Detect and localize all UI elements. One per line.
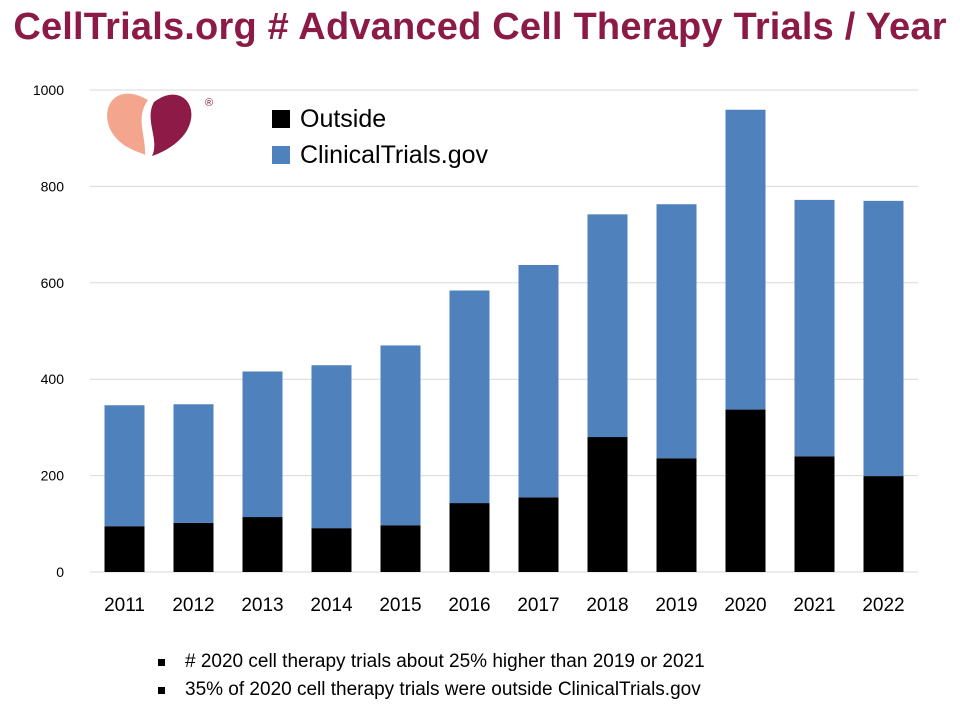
bar-outside-2017	[518, 497, 559, 572]
bar-clinicaltrials-gov-2020	[725, 109, 766, 410]
logo-registered-mark: ®	[205, 97, 213, 109]
legend-swatch	[272, 110, 290, 128]
legend: Outside ClinicalTrials.gov	[272, 105, 489, 169]
bullet-icon	[158, 658, 165, 666]
bar-clinicaltrials-gov-2017	[518, 264, 559, 498]
logo-left-drop	[107, 93, 148, 155]
x-tick-label: 2022	[862, 595, 904, 616]
legend-label: Outside	[300, 105, 386, 133]
chart-title: CellTrials.org # Advanced Cell Therapy T…	[13, 6, 947, 48]
gridlines	[90, 89, 918, 573]
y-tick-label: 1000	[33, 82, 64, 98]
x-tick-label: 2017	[517, 595, 559, 616]
bar-outside-2013	[242, 517, 283, 572]
note-item: 35% of 2020 cell therapy trials were out…	[158, 676, 705, 704]
notes-list: # 2020 cell therapy trials about 25% hig…	[158, 648, 705, 704]
bar-clinicaltrials-gov-2015	[380, 345, 421, 526]
bar-clinicaltrials-gov-2019	[656, 204, 697, 459]
logo-right-drop	[150, 94, 192, 156]
bar-outside-2020	[725, 409, 766, 572]
bar-clinicaltrials-gov-2012	[173, 404, 214, 523]
x-tick-label: 2020	[724, 595, 766, 616]
bar-outside-2012	[173, 522, 214, 572]
legend-swatch	[272, 146, 290, 164]
note-text: 35% of 2020 cell therapy trials were out…	[185, 679, 701, 700]
bar-outside-2015	[380, 525, 421, 572]
bar-outside-2019	[656, 458, 697, 572]
y-tick-label: 0	[56, 564, 64, 580]
y-tick-label: 200	[41, 468, 65, 484]
y-tick-label: 800	[41, 178, 65, 194]
x-tick-label: 2016	[448, 595, 490, 616]
bar-outside-2022	[863, 476, 904, 572]
note-item: # 2020 cell therapy trials about 25% hig…	[158, 648, 705, 676]
y-axis: 0 200 400 600 800 1000	[33, 82, 64, 580]
bar-clinicaltrials-gov-2016	[449, 290, 490, 504]
x-tick-label: 2021	[793, 595, 835, 616]
bar-clinicaltrials-gov-2018	[587, 214, 628, 438]
bullet-icon	[158, 686, 165, 694]
y-tick-label: 400	[41, 371, 65, 387]
note-text: # 2020 cell therapy trials about 25% hig…	[185, 651, 705, 672]
x-tick-label: 2019	[655, 595, 697, 616]
bar-clinicaltrials-gov-2022	[863, 200, 904, 477]
celltrials-logo: ®	[107, 93, 213, 156]
bar-outside-2018	[587, 437, 628, 572]
bar-clinicaltrials-gov-2021	[794, 199, 835, 457]
bar-outside-2016	[449, 503, 490, 572]
legend-label: ClinicalTrials.gov	[300, 141, 489, 169]
x-axis: 2011 2012 2013 2014 2015 2016 2017 2018 2019 2020…	[104, 595, 905, 616]
bar-clinicaltrials-gov-2011	[104, 405, 145, 527]
bar-outside-2011	[104, 526, 145, 572]
bars	[104, 109, 904, 572]
bar-clinicaltrials-gov-2014	[311, 365, 352, 529]
x-tick-label: 2013	[241, 595, 283, 616]
bar-clinicaltrials-gov-2013	[242, 371, 283, 518]
x-tick-label: 2012	[172, 595, 214, 616]
x-tick-label: 2011	[104, 595, 145, 616]
x-tick-label: 2015	[379, 595, 421, 616]
bar-outside-2014	[311, 528, 352, 572]
y-tick-label: 600	[41, 275, 65, 291]
x-tick-label: 2014	[310, 595, 353, 616]
bar-outside-2021	[794, 456, 835, 572]
x-tick-label: 2018	[586, 595, 628, 616]
